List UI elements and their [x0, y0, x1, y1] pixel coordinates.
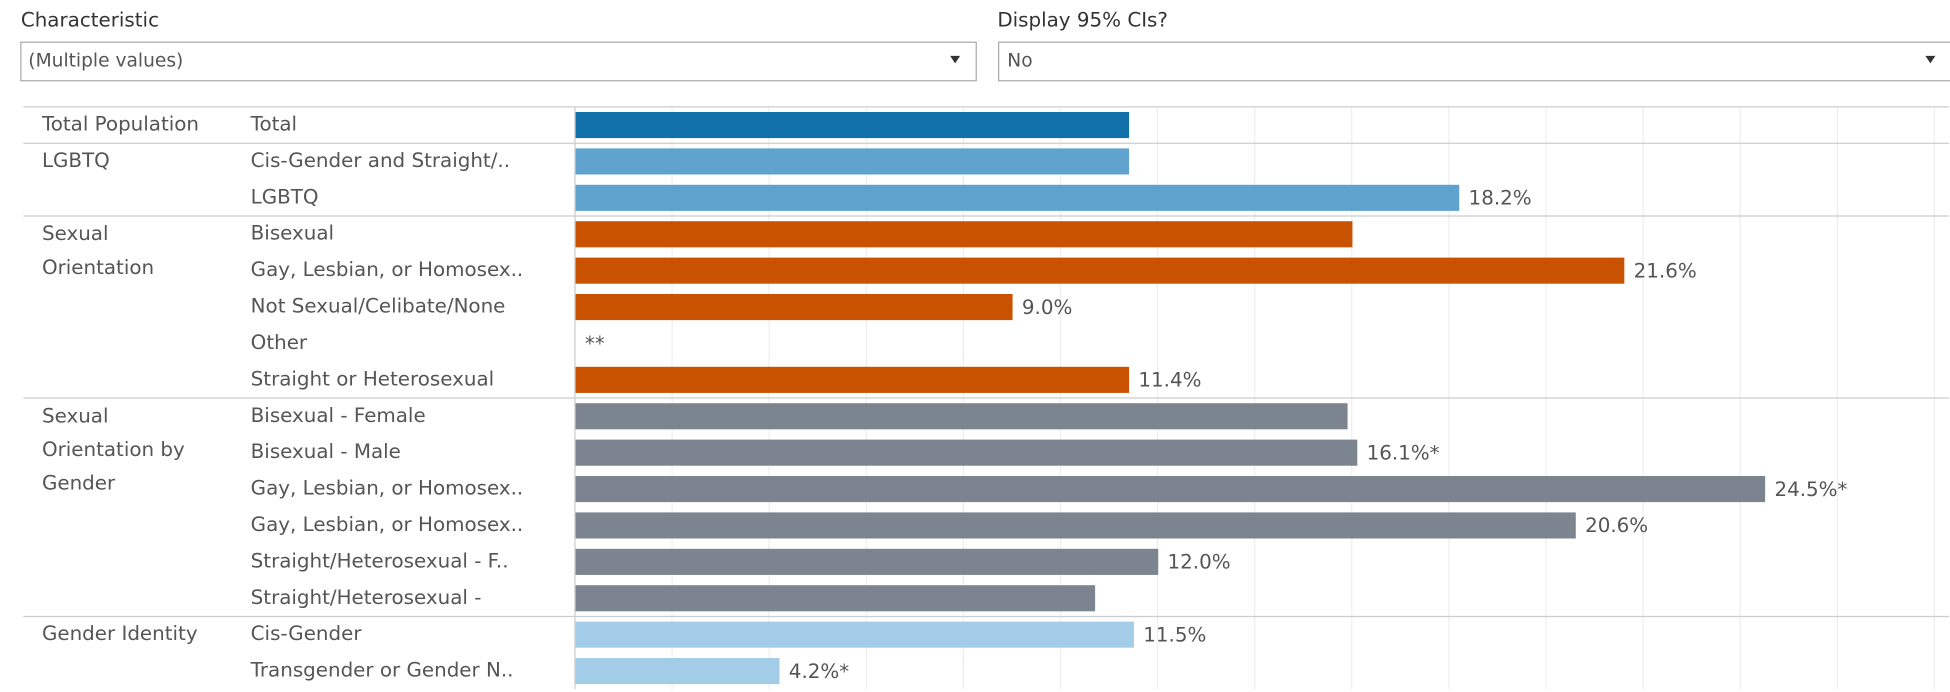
- dropdown-value: No: [1007, 50, 1032, 71]
- value-label: 4.2%*: [789, 660, 849, 683]
- bar: [575, 148, 1130, 175]
- category-label: Not Sexual/Celibate/None: [251, 295, 506, 318]
- value-label: 11.5%: [1143, 623, 1206, 646]
- dropdown-value: (Multiple values): [28, 50, 183, 71]
- category-label: Total: [250, 113, 297, 136]
- category-label: Bisexual - Male: [251, 440, 401, 463]
- category-label: Bisexual - Female: [251, 404, 426, 427]
- category-label: Other: [251, 331, 308, 354]
- dropdown-box[interactable]: [997, 41, 1950, 82]
- bar: [575, 585, 1096, 612]
- value-label: 16.1%*: [1367, 441, 1440, 464]
- group-label: Gender Identity: [42, 622, 198, 645]
- group-label: LGBTQ: [42, 149, 110, 172]
- category-label: Gay, Lesbian, or Homosex..: [251, 258, 524, 281]
- bar: [575, 184, 1460, 211]
- bar: [575, 439, 1358, 466]
- category-label: Bisexual: [251, 222, 334, 245]
- bar: [575, 548, 1159, 575]
- group-label-line: Gender: [42, 471, 116, 494]
- bar: [575, 257, 1625, 284]
- bar: [575, 621, 1134, 648]
- value-label: 24.5%*: [1774, 478, 1847, 501]
- category-label: Straight or Heterosexual: [251, 367, 494, 390]
- group-label: Sexual Orientation by Gender: [42, 404, 185, 494]
- category-label: Straight/Heterosexual - F..: [251, 549, 509, 572]
- category-label: Straight/Heterosexual -: [251, 586, 482, 609]
- filter-label: Characteristic: [21, 9, 159, 32]
- category-label: Cis-Gender: [251, 622, 363, 645]
- filter-label: Display 95% CIs?: [997, 9, 1168, 32]
- group-label-line: Orientation by: [42, 437, 185, 460]
- category-label: Gay, Lesbian, or Homosex..: [251, 513, 524, 536]
- value-label: 9.0%: [1022, 296, 1072, 319]
- group-label: Sexual Orientation: [42, 222, 154, 279]
- category-label: Cis-Gender and Straight/..: [251, 149, 510, 172]
- value-label: 20.6%: [1585, 514, 1648, 537]
- bar: [575, 221, 1353, 248]
- bar: [575, 111, 1130, 139]
- value-label: 12.0%: [1168, 551, 1231, 574]
- value-label: 11.4%: [1138, 369, 1201, 392]
- bar: [575, 512, 1576, 539]
- group-label-line: Sexual: [42, 404, 109, 427]
- category-label: LGBTQ: [251, 185, 319, 208]
- bar: [575, 658, 780, 685]
- filter-ci[interactable]: Display 95% CIs? No: [997, 9, 1950, 82]
- bar: [575, 294, 1013, 321]
- category-label: Gay, Lesbian, or Homosex..: [251, 477, 524, 500]
- bar: [575, 366, 1130, 393]
- value-label: **: [585, 332, 605, 355]
- dropdown-arrow: [1925, 55, 1936, 64]
- bar: [575, 476, 1766, 503]
- bar: [575, 403, 1348, 430]
- value-label: 21.6%: [1634, 259, 1697, 282]
- group-label-line: Sexual: [42, 222, 109, 245]
- filter-characteristic[interactable]: Characteristic (Multiple values): [20, 9, 977, 82]
- dropdown-arrow: [950, 55, 961, 64]
- group-label-line: Orientation: [42, 255, 154, 278]
- dropdown-box[interactable]: [20, 41, 977, 82]
- value-label: 18.2%: [1469, 187, 1532, 210]
- group-label: Total Population: [41, 113, 199, 136]
- category-label: Transgender or Gender N..: [250, 659, 514, 682]
